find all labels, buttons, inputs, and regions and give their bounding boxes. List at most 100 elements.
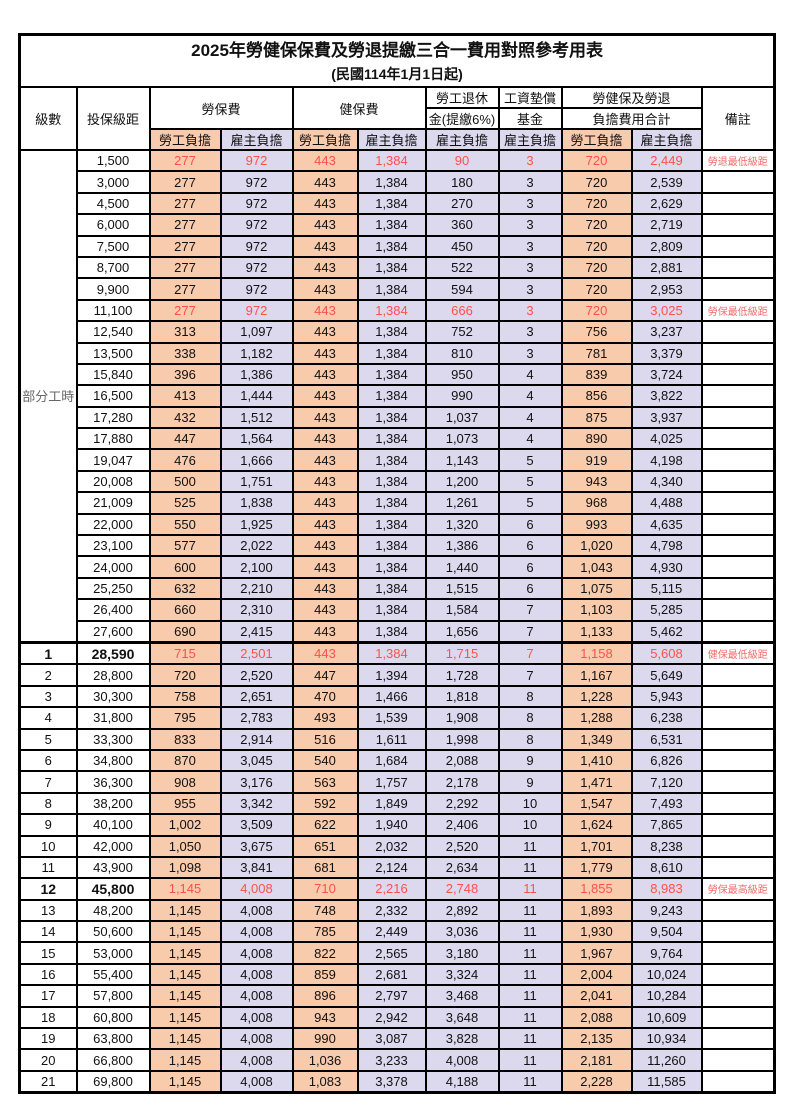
cell-total-employee: 1,893 (560, 898, 633, 923)
cell-bracket: 50,600 (75, 920, 151, 944)
table-row: 8,700 277 972 443 1,384 522 3 720 2,881 (20, 255, 776, 280)
cell-total-employer: 8,238 (630, 834, 703, 858)
cell-labor-employer: 3,841 (219, 855, 294, 880)
cell-labor-employer: 1,444 (219, 384, 294, 408)
cell-labor-employer: 972 (219, 213, 294, 237)
cell-health-employee: 681 (291, 855, 359, 880)
cell-health-employee: 859 (291, 962, 359, 987)
cell-remark (700, 706, 776, 730)
cell-bracket: 28,590 (75, 640, 151, 666)
cell-level: 18 (18, 1005, 78, 1030)
cell-level: 14 (18, 920, 78, 944)
table-row: 2 28,800 720 2,520 447 1,394 1,728 7 1,167 5,649 (18, 663, 776, 687)
cell-total-employer: 7,865 (630, 813, 703, 837)
cell-total-employee: 1,288 (560, 706, 633, 730)
cell-wage-fund-employer: 3 (497, 298, 563, 323)
cell-health-employer: 1,384 (356, 534, 427, 558)
cell-total-employer: 8,610 (630, 855, 703, 880)
cell-labor-employee: 1,145 (148, 898, 222, 923)
cell-pension-employer: 1,200 (424, 469, 500, 494)
cell-wage-fund-employer: 10 (497, 813, 563, 837)
cell-pension-employer: 666 (424, 298, 500, 323)
cell-labor-employer: 1,512 (219, 405, 294, 430)
cell-bracket: 4,500 (75, 191, 151, 216)
cell-health-employer: 1,384 (356, 384, 427, 408)
cell-labor-employee: 1,145 (148, 962, 222, 987)
table-row: 3 30,300 758 2,651 470 1,466 1,818 8 1,228 5,943 (18, 684, 776, 709)
cell-remark (700, 1069, 776, 1094)
cell-total-employee: 720 (560, 234, 633, 258)
cell-bracket: 55,400 (75, 962, 151, 987)
header-labor-insurance: 勞保費 (148, 86, 294, 130)
cell-wage-fund-employer: 9 (497, 770, 563, 794)
cell-total-employee: 1,967 (560, 941, 633, 965)
cell-labor-employer: 972 (219, 148, 294, 173)
cell-remark (700, 941, 776, 965)
cell-labor-employer: 1,097 (219, 320, 294, 344)
cell-total-employee: 943 (560, 469, 633, 494)
cell-wage-fund-employer: 3 (497, 277, 563, 301)
cell-total-employee: 1,043 (560, 555, 633, 579)
cell-total-employee: 1,547 (560, 791, 633, 816)
cell-total-employer: 3,237 (630, 320, 703, 344)
cell-health-employee: 443 (291, 469, 359, 494)
cell-health-employee: 443 (291, 148, 359, 173)
cell-health-employer: 1,384 (356, 191, 427, 216)
cell-labor-employer: 3,509 (219, 813, 294, 837)
cell-pension-employer: 2,634 (424, 855, 500, 880)
cell-level: 20 (18, 1048, 78, 1072)
cell-remark (700, 576, 776, 601)
cell-labor-employer: 4,008 (219, 941, 294, 965)
cell-labor-employee: 277 (148, 277, 222, 301)
cell-bracket: 8,700 (75, 255, 151, 280)
cell-health-employer: 1,384 (356, 148, 427, 173)
cell-bracket: 20,008 (75, 469, 151, 494)
cell-pension-employer: 1,728 (424, 663, 500, 687)
header-health-insurance: 健保費 (291, 86, 427, 130)
cell-wage-fund-employer: 7 (497, 663, 563, 687)
cell-labor-employee: 1,145 (148, 877, 222, 901)
cell-pension-employer: 90 (424, 148, 500, 173)
cell-labor-employee: 600 (148, 555, 222, 579)
cell-health-employee: 443 (291, 255, 359, 280)
cell-bracket: 36,300 (75, 770, 151, 794)
cell-health-employer: 1,384 (356, 234, 427, 258)
header-total-employee: 勞工負擔 (560, 128, 633, 151)
cell-total-employer: 5,649 (630, 663, 703, 687)
cell-wage-fund-employer: 4 (497, 427, 563, 451)
cell-health-employer: 1,384 (356, 469, 427, 494)
cell-wage-fund-employer: 11 (497, 1069, 563, 1094)
cell-remark (700, 320, 776, 344)
cell-pension-employer: 1,320 (424, 512, 500, 537)
cell-bracket: 33,300 (75, 727, 151, 751)
cell-level: 6 (18, 748, 78, 773)
cell-labor-employee: 795 (148, 706, 222, 730)
cell-remark (700, 469, 776, 494)
cell-level: 15 (18, 941, 78, 965)
cell-wage-fund-employer: 7 (497, 640, 563, 666)
cell-labor-employer: 1,751 (219, 469, 294, 494)
cell-health-employer: 1,384 (356, 555, 427, 579)
cell-labor-employee: 277 (148, 148, 222, 173)
cell-total-employer: 3,724 (630, 362, 703, 387)
cell-total-employee: 2,041 (560, 984, 633, 1008)
cell-bracket: 40,100 (75, 813, 151, 837)
cell-health-employer: 1,757 (356, 770, 427, 794)
header-row-group-2: 金(提繳6%) 基金 負擔費用合計 (20, 107, 775, 130)
cell-labor-employee: 277 (148, 255, 222, 280)
cell-health-employee: 896 (291, 984, 359, 1008)
cell-bracket: 43,900 (75, 855, 151, 880)
cell-health-employee: 540 (291, 748, 359, 773)
cell-total-employee: 2,135 (560, 1026, 633, 1051)
cell-labor-employee: 758 (148, 684, 222, 709)
cell-total-employer: 2,719 (630, 213, 703, 237)
cell-pension-employer: 1,515 (424, 576, 500, 601)
cell-health-employee: 710 (291, 877, 359, 901)
cell-pension-employer: 1,073 (424, 427, 500, 451)
cell-pension-employer: 2,088 (424, 748, 500, 773)
cell-labor-employer: 972 (219, 170, 294, 194)
cell-wage-fund-employer: 11 (497, 855, 563, 880)
cell-wage-fund-employer: 4 (497, 405, 563, 430)
cell-total-employer: 5,115 (630, 576, 703, 601)
cell-labor-employer: 4,008 (219, 962, 294, 987)
